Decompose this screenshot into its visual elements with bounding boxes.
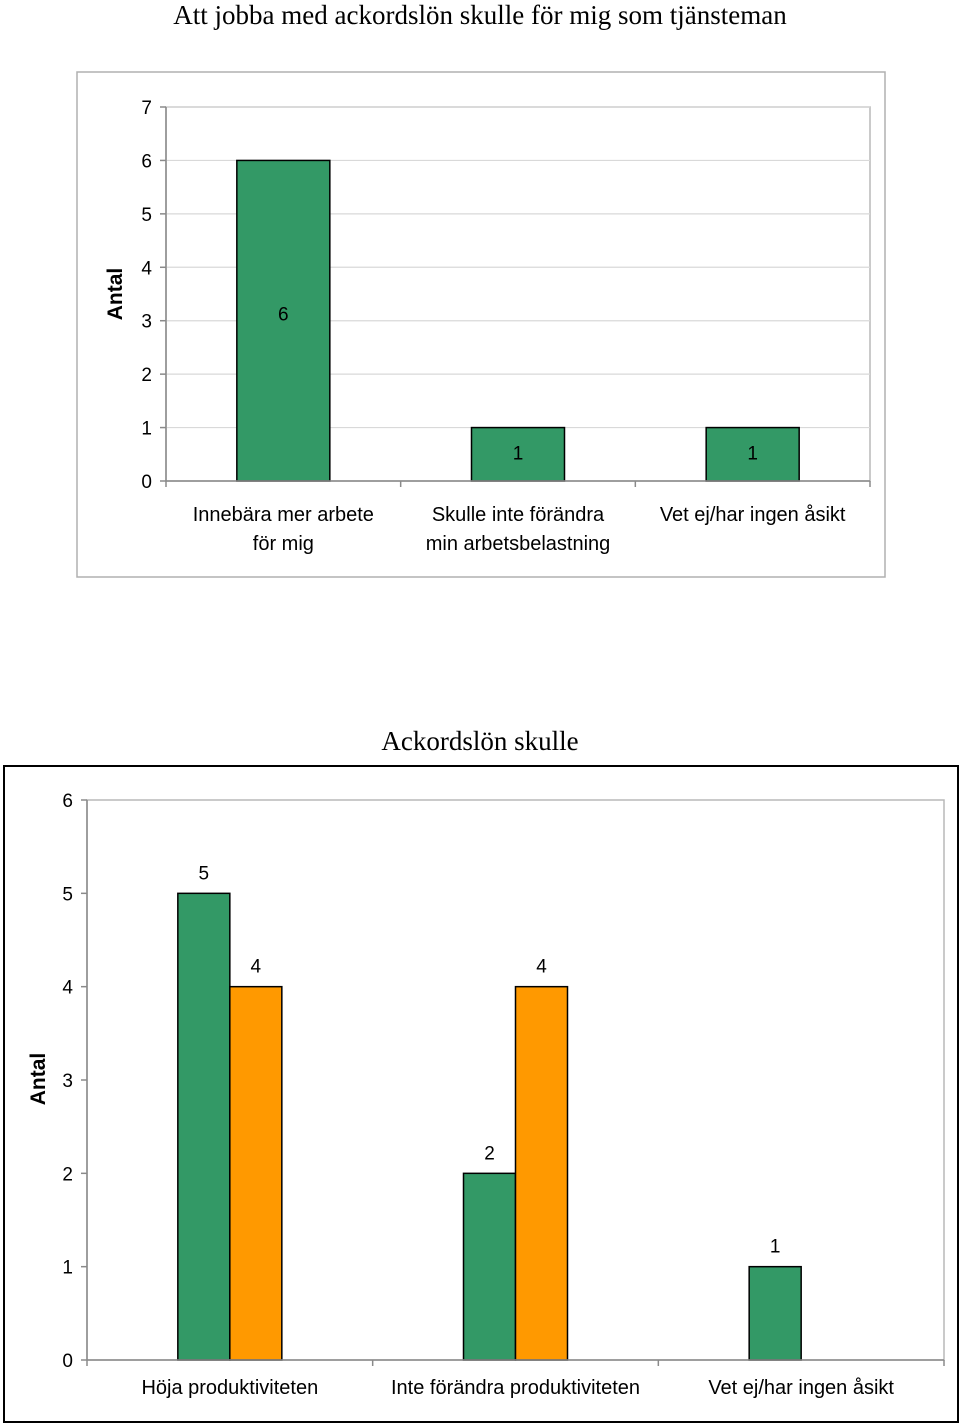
bar <box>705 426 800 482</box>
data-label: 2 <box>484 1143 495 1164</box>
y-tick-label: 0 <box>141 472 152 493</box>
y-tick-label: 1 <box>62 1258 73 1279</box>
chart2: Antal 0 1 2 3 4 5 6 5 4 Höja produktiviteten 2 4 Int… <box>3 765 959 1423</box>
y-tick-label: 4 <box>62 978 73 999</box>
chart1-title: Att jobba med ackordslön skulle för mig … <box>173 0 787 30</box>
chart1: Antal 0 1 2 3 4 5 6 7 6 Innebära mer arbete för mi… <box>76 71 886 578</box>
y-tick-label: 6 <box>141 151 152 172</box>
x-tick-label: min arbetsbelastning <box>426 533 611 555</box>
chart1-y-axis-label: Antal <box>104 268 127 321</box>
x-tick-label: Höja produktiviteten <box>141 1377 318 1399</box>
x-tick-label: Skulle inte förändra <box>432 504 605 526</box>
bar <box>470 426 566 482</box>
data-label: 1 <box>513 444 524 465</box>
y-tick-label: 2 <box>141 365 152 386</box>
y-tick-label: 5 <box>62 884 73 905</box>
data-label: 1 <box>770 1237 781 1258</box>
y-tick-label: 5 <box>141 205 152 226</box>
chart2-title: Ackordslön skulle <box>381 726 579 756</box>
chart2-y-axis-label: Antal <box>27 1053 50 1106</box>
y-tick-label: 2 <box>62 1164 73 1185</box>
y-tick-label: 3 <box>141 312 152 333</box>
data-label: 4 <box>536 957 547 978</box>
y-tick-label: 6 <box>62 791 73 812</box>
bar <box>748 1265 802 1361</box>
bar <box>177 892 231 1361</box>
x-tick-label: Inte förändra produktiviteten <box>391 1377 640 1399</box>
x-tick-label: Innebära mer arbete <box>193 504 374 526</box>
y-tick-label: 4 <box>141 258 152 279</box>
x-tick-label: Vet ej/har ingen åsikt <box>708 1377 894 1399</box>
bar <box>229 985 283 1361</box>
y-tick-label: 0 <box>62 1351 73 1372</box>
x-tick-label: för mig <box>253 533 314 555</box>
data-label: 1 <box>747 444 758 465</box>
bar <box>462 1172 517 1361</box>
x-tick-label: Vet ej/har ingen åsikt <box>660 504 846 526</box>
y-tick-label: 3 <box>62 1071 73 1092</box>
y-tick-label: 1 <box>141 419 152 440</box>
bar <box>514 985 569 1361</box>
data-label: 5 <box>199 863 210 884</box>
data-label: 4 <box>251 957 262 978</box>
y-tick-label: 7 <box>141 98 152 119</box>
data-label: 6 <box>278 305 289 326</box>
